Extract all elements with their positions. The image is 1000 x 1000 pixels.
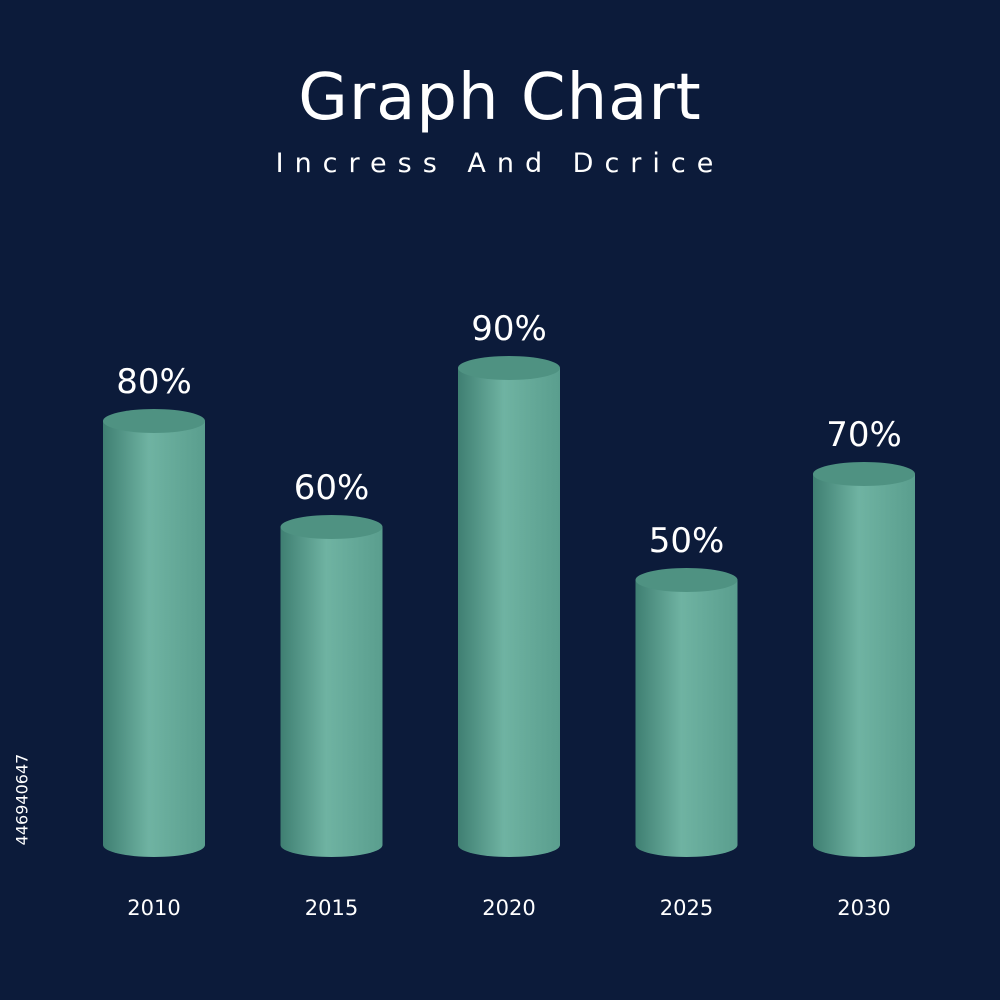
category-label: 2010 (127, 896, 180, 920)
bar-2020 (458, 356, 560, 857)
bar-2025 (635, 568, 738, 858)
category-label: 2025 (660, 896, 713, 920)
bar-body (280, 527, 383, 858)
bar-top-cap (813, 462, 915, 486)
bar-2015 (280, 515, 383, 858)
category-label: 2015 (305, 896, 358, 920)
value-labels-group: 80% 60% 90% 50% 70% (116, 309, 902, 561)
bar-top-cap (280, 515, 383, 539)
chart-title: Graph Chart (298, 61, 702, 135)
bar-body (635, 580, 738, 858)
bars-group (103, 356, 915, 858)
bar-2010 (103, 409, 205, 857)
bar-top-cap (635, 568, 738, 592)
category-labels-group: 2010 2015 2020 2025 2030 (127, 896, 890, 920)
bar-top-cap (458, 356, 560, 380)
bar-body (458, 368, 560, 857)
bar-top-cap (103, 409, 205, 433)
value-label: 90% (471, 309, 547, 349)
category-label: 2030 (837, 896, 890, 920)
value-label: 80% (116, 362, 192, 402)
value-label: 60% (294, 468, 370, 508)
value-label: 70% (826, 415, 902, 455)
chart-subtitle: Incress And Dcrice (275, 148, 725, 179)
value-label: 50% (649, 521, 725, 561)
bar-2030 (813, 462, 915, 857)
bar-body (103, 421, 205, 857)
category-label: 2020 (482, 896, 535, 920)
bar-body (813, 474, 915, 857)
